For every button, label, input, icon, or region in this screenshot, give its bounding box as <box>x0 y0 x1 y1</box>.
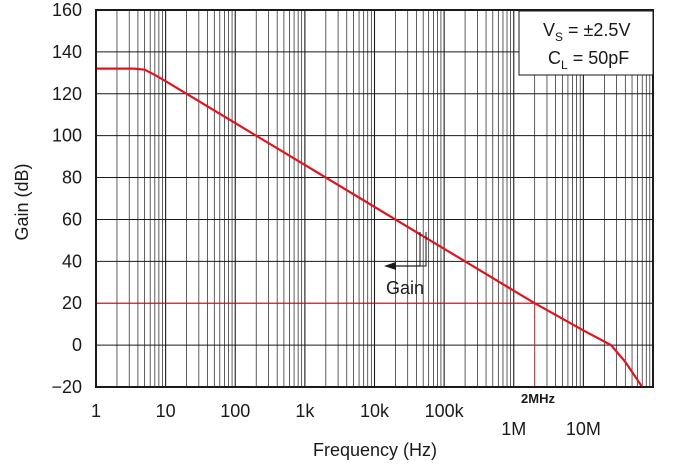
y-tick-label: 40 <box>62 251 82 271</box>
series-line-gain <box>96 67 644 388</box>
annotation-gain-label: Gain <box>386 278 424 298</box>
x-tick-label: 100 <box>220 401 250 421</box>
series <box>96 67 644 388</box>
gain-annotation: Gain <box>384 232 427 298</box>
marker-2mhz-label: 2MHz <box>521 391 555 406</box>
y-tick-label: −20 <box>51 377 82 397</box>
legend: VS = ±2.5V CL = 50pF <box>518 10 654 76</box>
y-tick-label: 140 <box>52 42 82 62</box>
legend-supply-voltage: VS = ±2.5V <box>543 20 630 44</box>
y-tick-label: 120 <box>52 84 82 104</box>
x-axis-title: Frequency (Hz) <box>313 440 437 460</box>
x-tick-label: 1M <box>501 419 526 439</box>
legend-vs-subscript: S <box>555 30 563 44</box>
x-tick-label: 1k <box>295 401 315 421</box>
x-tick-label: 10 <box>156 401 176 421</box>
y-tick-label: 60 <box>62 209 82 229</box>
x-tick-label: 10k <box>360 401 390 421</box>
y-tick-label: 160 <box>52 0 82 20</box>
x-tick-label: 1 <box>91 401 101 421</box>
plot-frame <box>95 9 654 388</box>
plot-area-border <box>95 9 654 388</box>
x-tick-label: 10M <box>566 419 601 439</box>
y-tick-label: 0 <box>72 335 82 355</box>
legend-cl-subscript: L <box>561 58 568 72</box>
y-tick-label: 80 <box>62 168 82 188</box>
reference-lines <box>96 302 536 387</box>
annotation-bracket <box>419 232 427 267</box>
legend-cl-value: = 50pF <box>568 48 630 68</box>
x-tick-labels: 1 10 100 1k 10k 100k 1M 10M <box>91 401 601 439</box>
legend-box <box>518 10 654 76</box>
y-tick-label: 100 <box>52 126 82 146</box>
y-tick-label: 20 <box>62 293 82 313</box>
legend-vs-symbol: V <box>543 20 555 40</box>
legend-load-capacitance: CL = 50pF <box>548 48 629 72</box>
legend-vs-value: = ±2.5V <box>563 20 630 40</box>
y-tick-labels: 160 140 120 100 80 60 40 20 0 −20 <box>51 0 82 397</box>
y-axis-title: Gain (dB) <box>12 163 32 240</box>
legend-cl-symbol: C <box>548 48 561 68</box>
annotation-arrowhead <box>384 262 396 270</box>
x-tick-label: 100k <box>425 401 465 421</box>
